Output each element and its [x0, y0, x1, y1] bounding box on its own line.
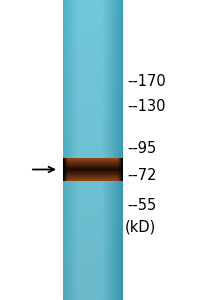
Text: --130: --130 [127, 99, 166, 114]
Text: --95: --95 [127, 141, 157, 156]
Text: --72: --72 [127, 168, 157, 183]
Text: (kD): (kD) [125, 219, 156, 234]
Text: --55: --55 [127, 198, 157, 213]
Text: --170: --170 [127, 74, 166, 88]
